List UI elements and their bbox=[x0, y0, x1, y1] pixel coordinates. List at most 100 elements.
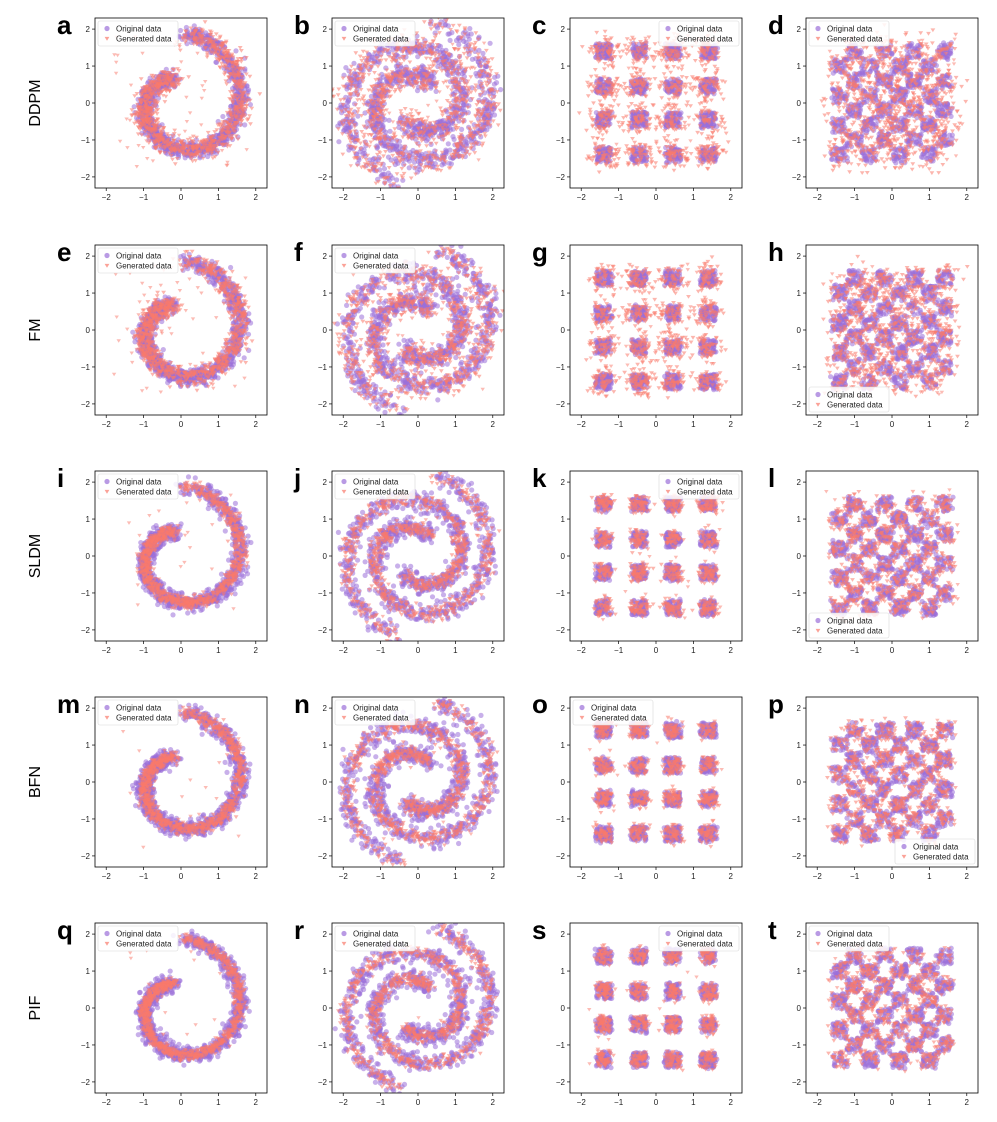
x-tick-label: −2 bbox=[102, 872, 112, 881]
x-tick-label: 2 bbox=[965, 1098, 970, 1107]
x-tick-label: 2 bbox=[729, 420, 734, 429]
y-tick-label: 2 bbox=[797, 478, 802, 487]
legend-generated-label: Generated data bbox=[677, 35, 733, 44]
x-tick-label: 2 bbox=[491, 872, 496, 881]
x-tick-label: −2 bbox=[339, 872, 349, 881]
panel-letter-s: s bbox=[532, 915, 546, 945]
x-tick-label: 0 bbox=[179, 646, 184, 655]
legend-generated-label: Generated data bbox=[116, 714, 172, 723]
legend-original-marker bbox=[579, 704, 585, 711]
scatter-area bbox=[825, 944, 957, 1074]
y-tick-label: 1 bbox=[323, 967, 328, 976]
x-tick-label: −2 bbox=[339, 646, 349, 655]
series-generated-data bbox=[587, 715, 724, 849]
panel-letter-f: f bbox=[294, 237, 303, 267]
legend-generated-label: Generated data bbox=[353, 35, 409, 44]
y-tick-label: 2 bbox=[86, 478, 91, 487]
panel-g: −2 −1 0 1 2 −2 −1 0 1 2 g bbox=[532, 237, 743, 429]
legend-original-label: Original data bbox=[827, 617, 873, 626]
y-tick-label: −2 bbox=[556, 852, 566, 861]
x-tick-label: 1 bbox=[927, 193, 932, 202]
x-tick-label: −2 bbox=[102, 1098, 112, 1107]
x-tick-label: 2 bbox=[254, 193, 259, 202]
y-tick-label: 2 bbox=[323, 478, 328, 487]
legend-generated-marker bbox=[341, 489, 347, 494]
x-tick-label: 2 bbox=[491, 646, 496, 655]
y-tick-label: −2 bbox=[318, 852, 328, 861]
x-tick-label: 1 bbox=[216, 420, 221, 429]
panel-letter-b: b bbox=[294, 10, 310, 40]
legend-original-label: Original data bbox=[353, 25, 399, 34]
panel-letter-d: d bbox=[768, 10, 784, 40]
panel-letter-k: k bbox=[532, 463, 547, 493]
legend-original-marker bbox=[815, 391, 821, 398]
x-tick-label: −1 bbox=[139, 1098, 149, 1107]
x-tick-label: −1 bbox=[376, 193, 386, 202]
x-tick-label: −1 bbox=[614, 646, 624, 655]
y-tick-label: −2 bbox=[556, 400, 566, 409]
series-generated-data bbox=[112, 20, 263, 169]
x-tick-label: 1 bbox=[453, 1098, 458, 1107]
legend-original-marker bbox=[104, 704, 110, 711]
y-tick-label: −1 bbox=[792, 1041, 802, 1050]
legend-generated-marker bbox=[665, 941, 671, 946]
x-tick-label: 1 bbox=[691, 872, 696, 881]
y-tick-label: 0 bbox=[86, 99, 91, 108]
x-tick-label: −2 bbox=[102, 420, 112, 429]
y-tick-label: 0 bbox=[323, 1004, 328, 1013]
panel-letter-g: g bbox=[532, 237, 548, 267]
legend-original-label: Original data bbox=[677, 478, 723, 487]
x-tick-label: 1 bbox=[691, 646, 696, 655]
y-tick-label: 0 bbox=[561, 1004, 566, 1013]
series-generated-data bbox=[589, 491, 725, 622]
y-tick-label: 0 bbox=[797, 778, 802, 787]
x-tick-label: 0 bbox=[179, 1098, 184, 1107]
x-tick-label: 0 bbox=[416, 1098, 421, 1107]
x-tick-label: −2 bbox=[577, 646, 587, 655]
x-tick-label: −1 bbox=[614, 193, 624, 202]
x-tick-label: 0 bbox=[416, 872, 421, 881]
x-tick-label: 0 bbox=[654, 646, 659, 655]
panel-letter-i: i bbox=[57, 463, 64, 493]
x-tick-label: −1 bbox=[614, 872, 624, 881]
legend-generated-marker bbox=[815, 941, 821, 946]
series-generated-data bbox=[337, 472, 502, 641]
y-tick-label: 1 bbox=[797, 62, 802, 71]
y-tick-label: −2 bbox=[792, 1078, 802, 1087]
x-tick-label: 2 bbox=[254, 420, 259, 429]
panel-letter-t: t bbox=[768, 915, 777, 945]
x-tick-label: 2 bbox=[729, 193, 734, 202]
y-tick-label: 0 bbox=[86, 552, 91, 561]
y-tick-label: 0 bbox=[797, 1004, 802, 1013]
y-tick-label: −2 bbox=[556, 626, 566, 635]
legend-generated-label: Generated data bbox=[116, 35, 172, 44]
y-tick-label: −1 bbox=[318, 1041, 328, 1050]
y-tick-label: 1 bbox=[561, 967, 566, 976]
y-tick-label: −1 bbox=[556, 589, 566, 598]
scatter-area bbox=[824, 488, 961, 624]
x-tick-label: −2 bbox=[339, 420, 349, 429]
series-generated-data bbox=[120, 705, 250, 850]
x-tick-label: 1 bbox=[453, 420, 458, 429]
y-tick-label: 1 bbox=[86, 515, 91, 524]
legend-original-label: Original data bbox=[677, 25, 723, 34]
legend-generated-marker bbox=[901, 854, 907, 859]
y-tick-label: 2 bbox=[86, 930, 91, 939]
legend-original-marker bbox=[901, 843, 907, 850]
series-generated-data bbox=[339, 697, 500, 867]
legend-original-label: Original data bbox=[353, 478, 399, 487]
y-tick-label: −2 bbox=[556, 1078, 566, 1087]
y-tick-label: −1 bbox=[792, 815, 802, 824]
y-tick-label: 0 bbox=[323, 326, 328, 335]
legend-generated-label: Generated data bbox=[827, 401, 883, 410]
y-tick-label: −2 bbox=[318, 626, 328, 635]
